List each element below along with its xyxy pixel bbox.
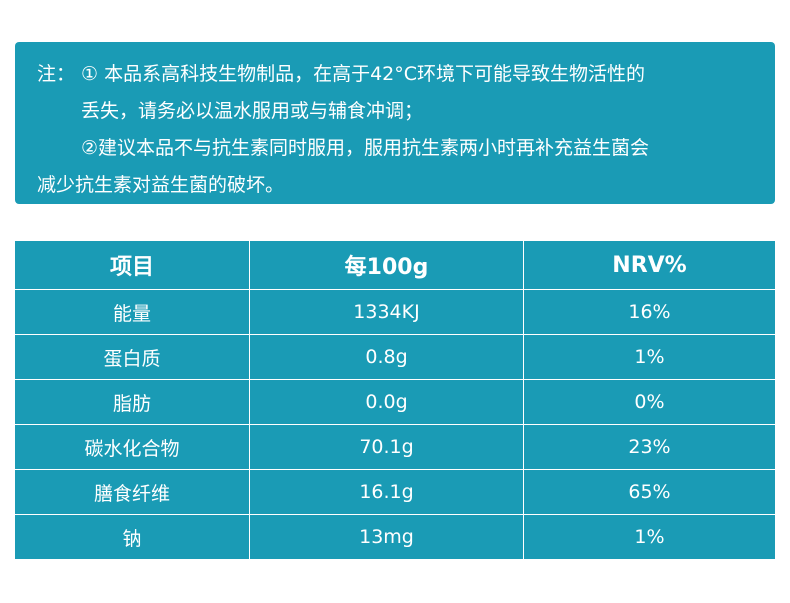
row-amount: 70.1g (249, 425, 523, 469)
row-item: 脂肪 (112, 392, 151, 415)
table-row: 碳水化合物 70.1g 23% (15, 424, 775, 469)
table-row: 钠 13mg 1% (15, 514, 775, 559)
row-nrv: 23% (523, 425, 775, 469)
note-line-1: 注： ① 本品系高科技生物制品，在高于42°C环境下可能导致生物活性的 (37, 56, 775, 93)
note-line-3: ②建议本品不与抗生素同时服用，服用抗生素两小时再补充益生菌会 (37, 130, 775, 167)
row-nrv: 16% (523, 290, 775, 334)
header-nrv: NRV% (523, 241, 775, 289)
row-nrv: 65% (523, 470, 775, 514)
note-text-3: ②建议本品不与抗生素同时服用，服用抗生素两小时再补充益生菌会 (81, 137, 650, 159)
row-amount: 1334KJ (249, 290, 523, 334)
header-item: 项目 (109, 255, 154, 280)
row-amount: 0.8g (249, 335, 523, 379)
table-row: 能量 1334KJ 16% (15, 289, 775, 334)
usage-note-box: 注： ① 本品系高科技生物制品，在高于42°C环境下可能导致生物活性的 丢失，请… (15, 42, 775, 204)
row-nrv: 0% (523, 380, 775, 424)
row-item: 蛋白质 (103, 347, 161, 370)
table-row: 蛋白质 0.8g 1% (15, 334, 775, 379)
row-item: 膳食纤维 (93, 482, 170, 505)
row-nrv: 1% (523, 515, 775, 559)
table-row: 膳食纤维 16.1g 65% (15, 469, 775, 514)
row-amount: 13mg (249, 515, 523, 559)
note-line-4: 减少抗生素对益生菌的破坏。 (37, 167, 775, 204)
nutrition-table: 项目 每100g NRV% 能量 1334KJ 16% 蛋白质 0.8g 1% … (15, 241, 775, 559)
row-item: 碳水化合物 (84, 437, 180, 460)
note-prefix: 注： (37, 63, 76, 85)
note-text-4: 减少抗生素对益生菌的破坏。 (37, 174, 285, 196)
row-amount: 0.0g (249, 380, 523, 424)
row-nrv: 1% (523, 335, 775, 379)
row-item: 能量 (112, 302, 151, 325)
table-row: 脂肪 0.0g 0% (15, 379, 775, 424)
table-header-row: 项目 每100g NRV% (15, 241, 775, 289)
note-text-1: ① 本品系高科技生物制品，在高于42°C环境下可能导致生物活性的 (81, 63, 646, 85)
row-item: 钠 (122, 527, 142, 550)
header-per-100g: 每100g (249, 241, 523, 289)
note-line-2: 丢失，请务必以温水服用或与辅食冲调； (37, 93, 775, 130)
note-text-2: 丢失，请务必以温水服用或与辅食冲调； (81, 100, 424, 122)
row-amount: 16.1g (249, 470, 523, 514)
